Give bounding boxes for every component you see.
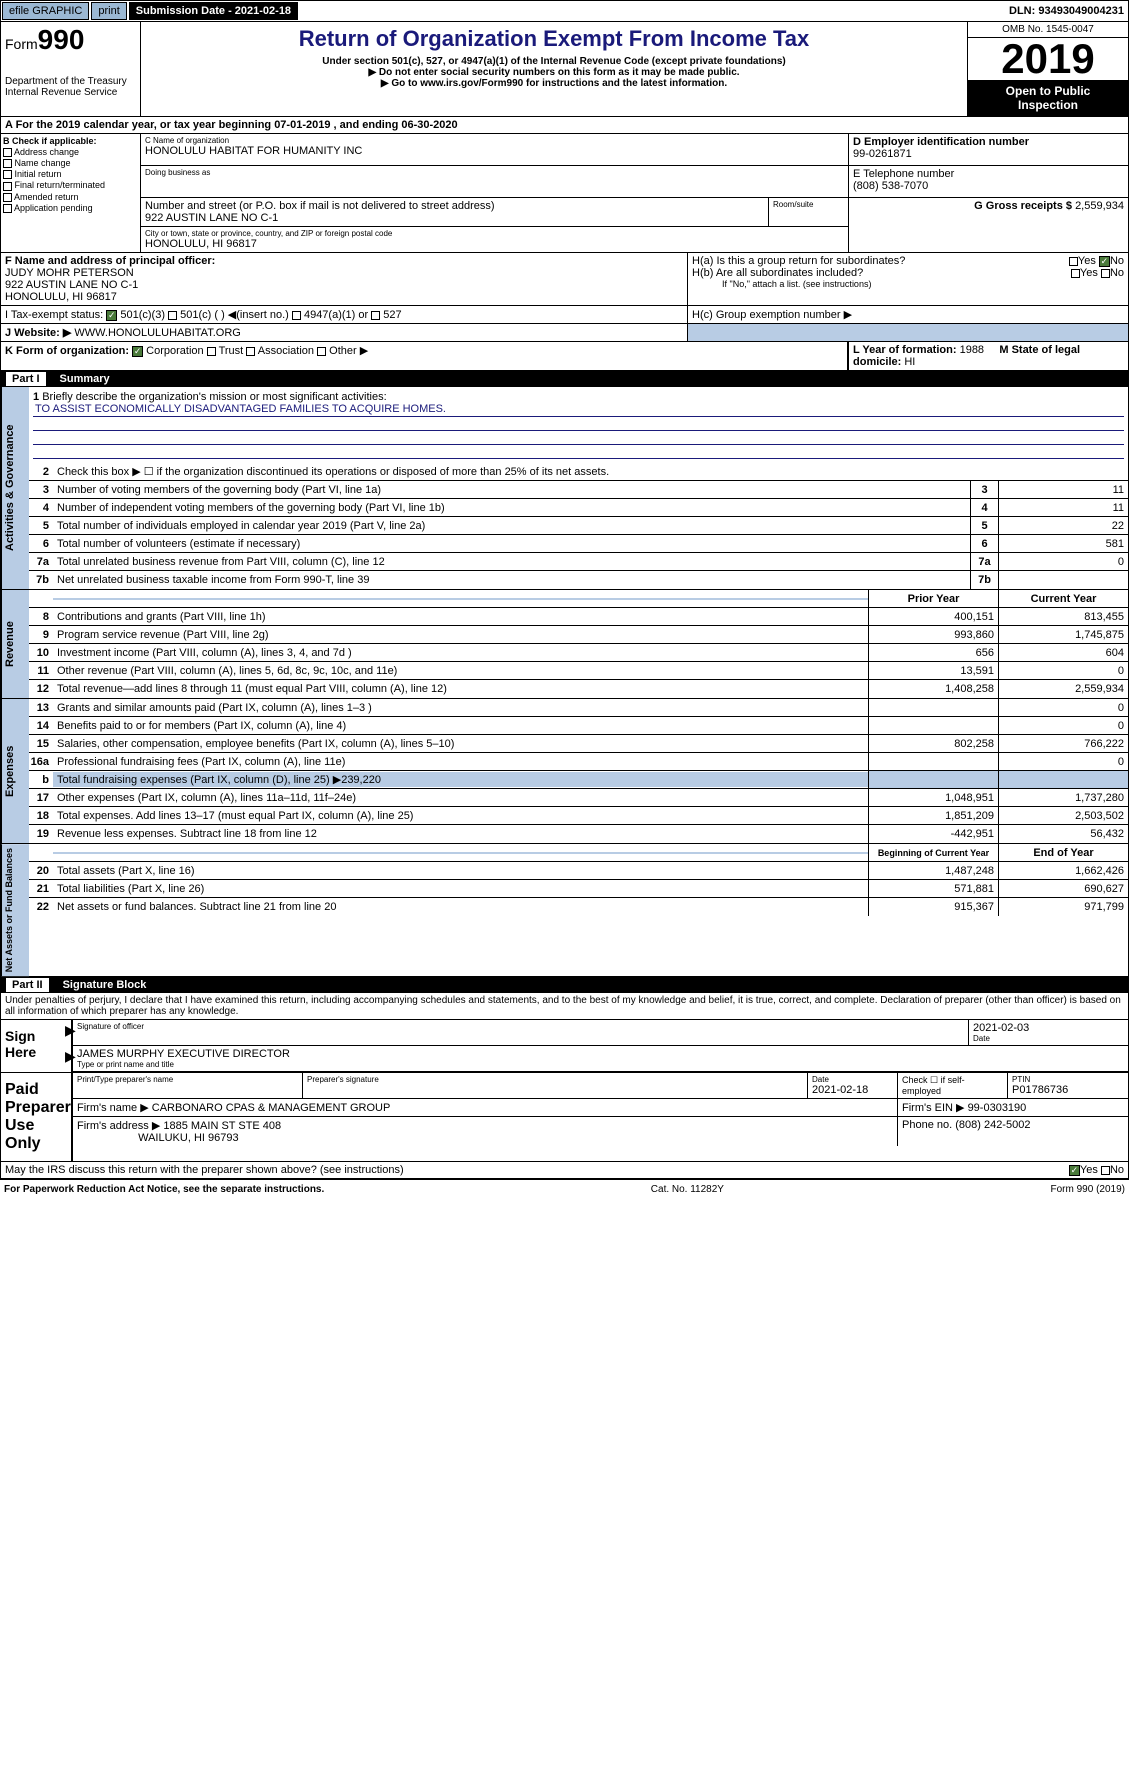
part2-header: Part IISignature Block	[0, 977, 1129, 993]
period-row: A For the 2019 calendar year, or tax yea…	[0, 117, 1129, 134]
org-name: HONOLULU HABITAT FOR HUMANITY INC	[145, 145, 844, 157]
line-5: 5Total number of individuals employed in…	[29, 517, 1128, 535]
submission-date: Submission Date - 2021-02-18	[129, 2, 298, 20]
preparer-label: Paid Preparer Use Only	[1, 1073, 71, 1161]
box-d-e-g: D Employer identification number 99-0261…	[848, 134, 1128, 252]
tax-year: 2019	[968, 38, 1128, 80]
part1-header: Part ISummary	[0, 371, 1129, 387]
form-title: Return of Organization Exempt From Incom…	[145, 26, 963, 52]
line-8: 8Contributions and grants (Part VIII, li…	[29, 608, 1128, 626]
org-address: 922 AUSTIN LANE NO C-1	[145, 212, 764, 224]
line-19: 19Revenue less expenses. Subtract line 1…	[29, 825, 1128, 843]
box-l-m: L Year of formation: 1988 M State of leg…	[848, 342, 1128, 370]
sign-here-label: Sign Here	[1, 1020, 71, 1072]
line-14: 14Benefits paid to or for members (Part …	[29, 717, 1128, 735]
phone: (808) 538-7070	[853, 180, 928, 192]
efile-btn[interactable]: efile GRAPHIC	[2, 2, 89, 20]
box-b: B Check if applicable: Address change Na…	[1, 134, 141, 252]
line-20: 20Total assets (Part X, line 16)1,487,24…	[29, 862, 1128, 880]
box-f: F Name and address of principal officer:…	[1, 253, 688, 305]
discuss-row: May the IRS discuss this return with the…	[0, 1162, 1129, 1179]
line-7a: 7aTotal unrelated business revenue from …	[29, 553, 1128, 571]
print-btn[interactable]: print	[91, 2, 126, 20]
line-12: 12Total revenue—add lines 8 through 11 (…	[29, 680, 1128, 698]
subtitle-1: Under section 501(c), 527, or 4947(a)(1)…	[145, 56, 963, 67]
inspection-badge: Open to PublicInspection	[968, 80, 1128, 116]
line-18: 18Total expenses. Add lines 13–17 (must …	[29, 807, 1128, 825]
perjury-text: Under penalties of perjury, I declare th…	[0, 993, 1129, 1020]
entity-block: B Check if applicable: Address change Na…	[0, 134, 1129, 253]
officer-name: JAMES MURPHY EXECUTIVE DIRECTOR	[77, 1048, 290, 1060]
dln: DLN: 93493049004231	[1009, 5, 1128, 17]
line-10: 10Investment income (Part VIII, column (…	[29, 644, 1128, 662]
org-city: HONOLULU, HI 96817	[145, 238, 844, 250]
dept-label: Department of the Treasury Internal Reve…	[5, 76, 136, 98]
line-16a: 16aProfessional fundraising fees (Part I…	[29, 753, 1128, 771]
line-17: 17Other expenses (Part IX, column (A), l…	[29, 789, 1128, 807]
box-h: H(a) Is this a group return for subordin…	[688, 253, 1128, 305]
box-hc: H(c) Group exemption number ▶	[688, 306, 1128, 323]
line-22: 22Net assets or fund balances. Subtract …	[29, 898, 1128, 916]
box-c: C Name of organization HONOLULU HABITAT …	[141, 134, 848, 252]
page-footer: For Paperwork Reduction Act Notice, see …	[0, 1179, 1129, 1199]
box-k: K Form of organization: ✓ Corporation Tr…	[1, 342, 848, 370]
line-4: 4Number of independent voting members of…	[29, 499, 1128, 517]
expenses-label: Expenses	[1, 699, 29, 843]
governance-label: Activities & Governance	[1, 387, 29, 589]
line-15: 15Salaries, other compensation, employee…	[29, 735, 1128, 753]
revenue-label: Revenue	[1, 590, 29, 698]
line-9: 9Program service revenue (Part VIII, lin…	[29, 626, 1128, 644]
line-11: 11Other revenue (Part VIII, column (A), …	[29, 662, 1128, 680]
form-header: Form990 Department of the Treasury Inter…	[0, 22, 1129, 117]
line-7b: 7bNet unrelated business taxable income …	[29, 571, 1128, 589]
netassets-label: Net Assets or Fund Balances	[1, 844, 29, 976]
subtitle-3: ▶ Go to www.irs.gov/Form990 for instruct…	[145, 78, 963, 89]
line-b: bTotal fundraising expenses (Part IX, co…	[29, 771, 1128, 789]
form-number: Form990	[5, 24, 136, 56]
subtitle-2: ▶ Do not enter social security numbers o…	[145, 67, 963, 78]
line-3: 3Number of voting members of the governi…	[29, 481, 1128, 499]
mission-text: TO ASSIST ECONOMICALLY DISADVANTAGED FAM…	[33, 403, 1124, 417]
line-6: 6Total number of volunteers (estimate if…	[29, 535, 1128, 553]
ein: 99-0261871	[853, 148, 912, 160]
firm-name: CARBONARO CPAS & MANAGEMENT GROUP	[152, 1102, 391, 1114]
website[interactable]: WWW.HONOLULUHABITAT.ORG	[74, 327, 240, 339]
gross-receipts: 2,559,934	[1075, 200, 1124, 212]
line-13: 13Grants and similar amounts paid (Part …	[29, 699, 1128, 717]
box-j: J Website: ▶ WWW.HONOLULUHABITAT.ORG	[1, 324, 688, 341]
topbar: efile GRAPHIC print Submission Date - 20…	[0, 0, 1129, 22]
line-21: 21Total liabilities (Part X, line 26)571…	[29, 880, 1128, 898]
box-i: I Tax-exempt status: ✓ 501(c)(3) 501(c) …	[1, 306, 688, 323]
